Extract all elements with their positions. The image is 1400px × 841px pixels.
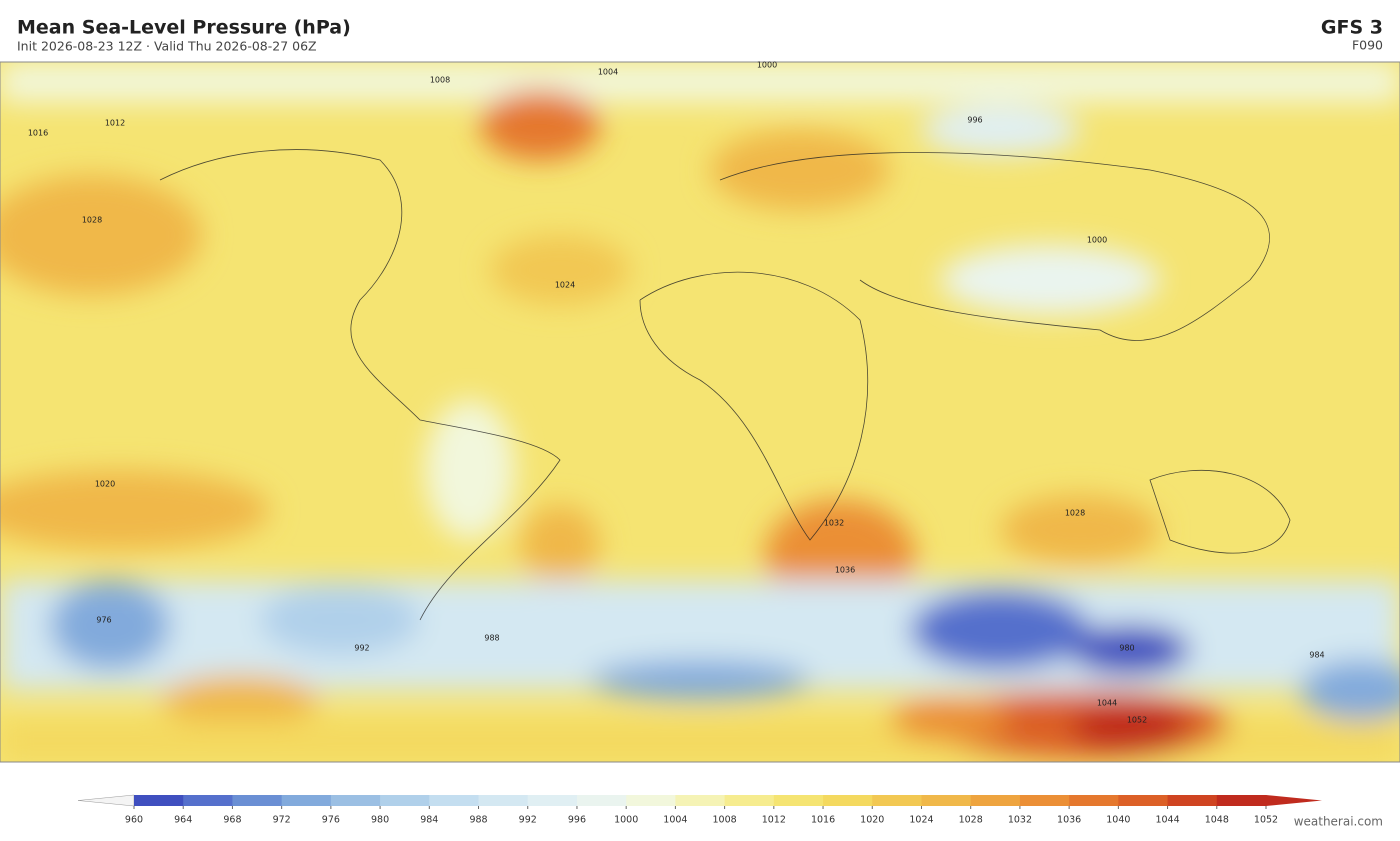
colorbar-bin — [134, 795, 184, 806]
contour-label: 984 — [1309, 651, 1324, 660]
contour-label: 1016 — [28, 129, 48, 138]
colorbar-tick-label: 1000 — [614, 815, 638, 826]
colorbar-bin — [478, 795, 529, 806]
colorbar-bin — [773, 795, 824, 806]
colorbar-bin — [527, 795, 578, 806]
colorbar-tick-label: 1004 — [663, 815, 687, 826]
colorbar-bin — [1216, 795, 1267, 806]
contour-label: 1028 — [1065, 509, 1085, 518]
colorbar-tick-label: 1016 — [811, 815, 835, 826]
colorbar-tick-label: 976 — [322, 815, 340, 826]
contour-label: 1000 — [1087, 236, 1107, 245]
colorbar-tick-label: 980 — [371, 815, 389, 826]
contour-label: 1052 — [1127, 716, 1147, 725]
contour-label: 1004 — [598, 68, 618, 77]
contour-label: 1032 — [824, 519, 844, 528]
colorbar-bin — [330, 795, 381, 806]
colorbar-tick-label: 960 — [125, 815, 143, 826]
colorbar-bin — [970, 795, 1021, 806]
colorbar-tick-label: 1044 — [1155, 815, 1179, 826]
colorbar-bin — [281, 795, 332, 806]
colorbar-bin — [823, 795, 873, 806]
colorbar-bin — [1118, 795, 1169, 806]
colorbar-tick-label: 1024 — [909, 815, 933, 826]
colorbar-tick-label: 1020 — [860, 815, 884, 826]
colorbar: 960 964 968 972 976 980 984 988 992 996 1000 1004 10… — [77, 794, 1322, 826]
contour-label: 1024 — [555, 281, 575, 290]
colorbar-tick-label: 972 — [273, 815, 291, 826]
colorbar-bin — [675, 795, 726, 806]
contour-label: 976 — [96, 616, 111, 625]
colorbar-tick-label: 964 — [174, 815, 192, 826]
colorbar-bin — [183, 795, 233, 806]
credit: weatherai.com — [1294, 815, 1383, 829]
colorbar-bin — [1019, 795, 1070, 806]
colorbar-tick-label: 984 — [420, 815, 438, 826]
title: Mean Sea-Level Pressure (hPa) — [17, 17, 351, 39]
colorbar-tick-label: 988 — [469, 815, 487, 826]
contour-label: 1000 — [757, 61, 777, 70]
contour-label: 1008 — [430, 76, 450, 85]
colorbar-extend-high — [1266, 795, 1322, 806]
colorbar-bin — [232, 795, 283, 806]
contour-label: 988 — [484, 634, 499, 643]
subtitle: Init 2026-08-23 12Z · Valid Thu 2026-08-… — [17, 39, 317, 54]
colorbar-bin — [872, 795, 922, 806]
colorbar-bin — [380, 795, 430, 806]
colorbar-bin — [429, 795, 480, 806]
colorbar-tick-label: 968 — [223, 815, 241, 826]
model: GFS 3 — [1321, 17, 1383, 39]
colorbar-bin — [724, 795, 775, 806]
colorbar-bin — [921, 795, 972, 806]
map-frame — [0, 61, 1400, 763]
colorbar-tick-label: 1032 — [1008, 815, 1032, 826]
colorbar-tick-label: 996 — [568, 815, 586, 826]
colorbar-bin — [1167, 795, 1218, 806]
colorbar-tick-label: 1040 — [1106, 815, 1130, 826]
colorbar-tick-label: 1048 — [1205, 815, 1229, 826]
colorbar-tick-label: 1012 — [762, 815, 786, 826]
contour-label: 1012 — [105, 119, 125, 128]
contour-label: 1020 — [95, 480, 115, 489]
colorbar-tick-label: 1008 — [713, 815, 737, 826]
contour-label: 1036 — [835, 566, 855, 575]
contour-label: 1028 — [82, 216, 102, 225]
forecast-hour: F090 — [1352, 38, 1383, 53]
colorbar-tick-label: 992 — [519, 815, 537, 826]
colorbar-tick-label: 1052 — [1254, 815, 1278, 826]
contour-label: 980 — [1119, 644, 1134, 653]
contour-label: 996 — [967, 116, 982, 125]
contour-label: 1044 — [1097, 699, 1117, 708]
colorbar-bin — [626, 795, 676, 806]
colorbar-tick-label: 1036 — [1057, 815, 1081, 826]
colorbar-bin — [1069, 795, 1119, 806]
colorbar-extend-low — [77, 794, 135, 807]
map — [0, 62, 1400, 762]
contour-label: 992 — [354, 644, 369, 653]
colorbar-tick-label: 1028 — [959, 815, 983, 826]
colorbar-bin — [576, 795, 627, 806]
